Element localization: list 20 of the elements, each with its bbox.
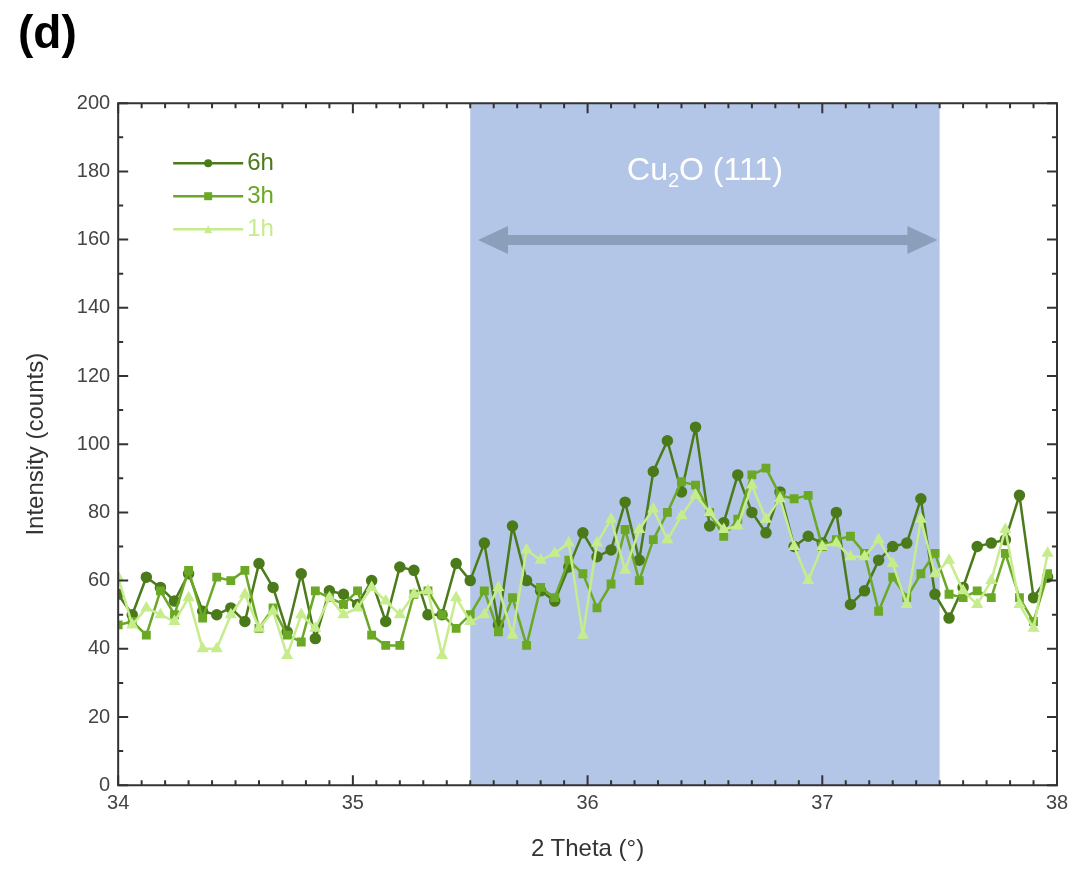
y-tick-label: 40 bbox=[87, 636, 111, 659]
y-tick-label: 180 bbox=[76, 158, 111, 181]
x-tick-label: 38 bbox=[1045, 790, 1069, 813]
y-tick-label: 160 bbox=[76, 227, 111, 250]
y-tick-label: 60 bbox=[87, 568, 111, 591]
legend-label: 6h bbox=[247, 147, 274, 175]
x-axis-title: 2 Theta (°) bbox=[530, 834, 645, 862]
x-tick-label: 36 bbox=[576, 790, 599, 813]
x-tick-label: 35 bbox=[341, 790, 364, 813]
x-tick-label: 37 bbox=[811, 790, 834, 813]
y-tick-label: 20 bbox=[87, 704, 111, 727]
y-tick-label: 100 bbox=[76, 431, 111, 454]
y-tick-label: 120 bbox=[76, 363, 111, 386]
legend-label: 3h bbox=[247, 180, 274, 208]
legend-label: 1h bbox=[247, 213, 274, 241]
y-tick-label: 140 bbox=[76, 295, 111, 318]
y-tick-label: 200 bbox=[76, 90, 111, 113]
y-tick-label: 80 bbox=[87, 499, 111, 522]
chart-title: (d) bbox=[18, 6, 77, 59]
y-axis-title: Intensity (counts) bbox=[21, 352, 49, 536]
